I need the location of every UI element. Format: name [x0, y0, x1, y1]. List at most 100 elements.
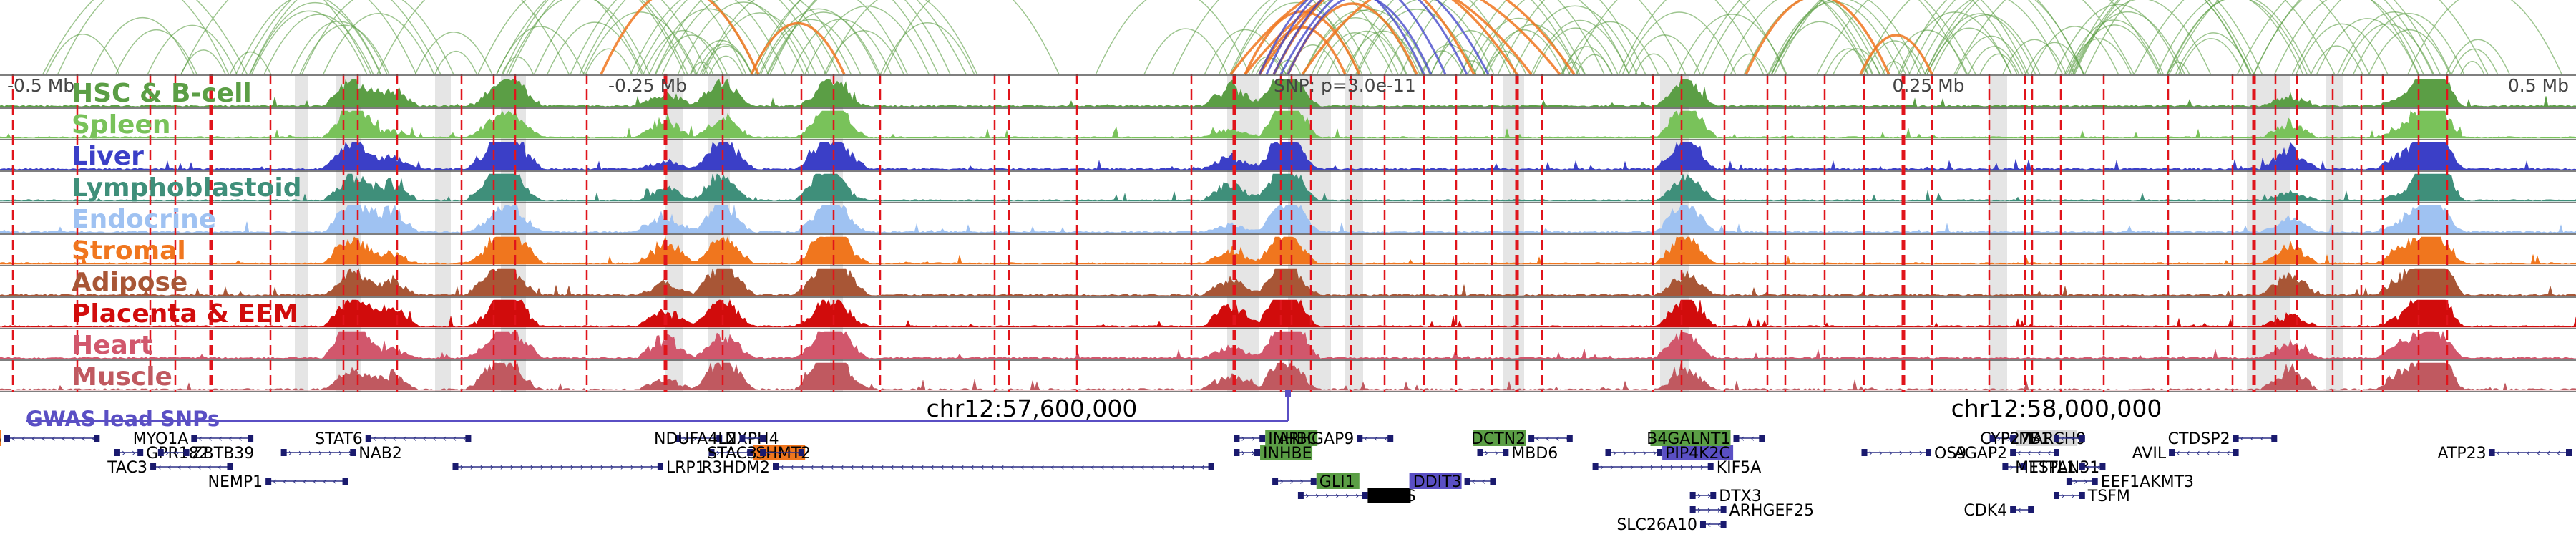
strand-arrow: › [1623, 448, 1627, 459]
strand-arrow: ‹ [1374, 433, 1378, 445]
strand-arrow: ‹ [62, 433, 66, 445]
strand-arrow: › [490, 462, 494, 473]
strand-arrow: › [175, 448, 180, 459]
interaction-arc [229, 52, 272, 75]
strand-arrow: ‹ [2527, 448, 2531, 459]
gene-exon [1733, 435, 1740, 442]
gene-exon [1707, 463, 1714, 470]
strand-arrow: ‹ [92, 433, 96, 445]
gene-b4galnt1: ‹ ‹ B4GALNT1 [1646, 430, 1765, 448]
interaction-arc [1229, 0, 1399, 75]
strand-arrow: › [1633, 448, 1637, 459]
interaction-arc [241, 0, 441, 75]
gene-kif5a: › › › › › › › › › › › KIF5A [1592, 459, 1762, 477]
strand-arrow: ‹ [2027, 448, 2031, 459]
strand-arrow: ‹ [920, 462, 924, 473]
track-8 [0, 330, 2576, 361]
strand-arrow: ‹ [2497, 448, 2501, 459]
strand-arrow: ‹ [1091, 462, 1095, 473]
strand-arrow: ‹ [1171, 462, 1175, 473]
interaction-arc [2446, 39, 2510, 75]
gene-highlight [1473, 430, 1526, 446]
strand-arrow: ‹ [208, 462, 212, 473]
gene-exon [1362, 492, 1368, 499]
strand-arrow: ‹ [1070, 462, 1075, 473]
interaction-arc [1771, 21, 1868, 75]
strand-arrow: ‹ [800, 462, 804, 473]
gene-exon [1926, 449, 1931, 456]
interaction-arcs [42, 0, 2562, 76]
strand-arrow: › [1707, 490, 1712, 502]
gene-ndufa4l2: ‹ ‹ NDUFA4L2 [654, 430, 766, 448]
strand-arrow: › [1325, 490, 1330, 502]
gene-exon [150, 463, 157, 470]
strand-arrow: ‹ [208, 433, 213, 445]
strand-arrow: › [1345, 490, 1350, 502]
gene-exon [1357, 435, 1363, 442]
gene-exon [760, 435, 766, 442]
interaction-arc [1924, 13, 2036, 75]
interaction-arc [1512, 5, 1638, 75]
strand-arrow: › [600, 462, 605, 473]
gene-ctdsp2: ‹‹‹‹CTDSP2 [2168, 430, 2278, 448]
strand-arrow: ‹ [1111, 462, 1115, 473]
gene-exon [2092, 478, 2098, 485]
gene-atp23: ‹ ‹ ‹ ‹ ‹ ‹ ‹ ATP23 [2438, 445, 2572, 463]
gene-exon [1310, 478, 1317, 485]
strand-arrow: ‹ [313, 476, 317, 488]
gene-exon [1689, 506, 1696, 513]
strand-arrow: ‹ [1020, 462, 1025, 473]
strand-arrow: › [1600, 462, 1604, 473]
gene-highlight [1662, 445, 1734, 460]
strand-arrow: ‹ [373, 433, 377, 445]
strand-arrow: › [716, 448, 721, 459]
gene-exon [716, 435, 723, 442]
interaction-arc [90, 17, 195, 75]
interaction-arc [1530, 20, 1630, 75]
interaction-arc [1702, 0, 1869, 75]
interaction-arc [180, 0, 372, 75]
gene-label: METTL1 [2015, 459, 2077, 477]
interaction-arc [677, 1, 810, 75]
strand-arrow: › [132, 448, 136, 459]
strand-arrow: › [1909, 448, 1913, 459]
track-labels: HSC & B-cellSpleenLiverLymphoblastoidEnd… [72, 79, 302, 392]
interaction-arc [769, 0, 951, 75]
gene-exon [2054, 492, 2059, 499]
gene-exon [2169, 449, 2175, 456]
strand-arrow: ‹ [218, 462, 222, 473]
strand-arrow: ‹ [403, 433, 407, 445]
interaction-arc [1773, 0, 1967, 75]
gene-mbd6: › › MBD6 [1477, 445, 1558, 463]
strand-arrow: ‹ [1161, 462, 1165, 473]
gene-highlight [1409, 473, 1462, 489]
interaction-arc [1562, 21, 1659, 75]
strand-arrow: ‹ [1060, 462, 1065, 473]
strand-arrow: ‹ [756, 433, 761, 445]
track-signal [0, 205, 2576, 233]
strand-arrow: ‹ [1010, 462, 1015, 473]
interaction-arc [248, 0, 417, 75]
gene-label: AGAP2 [1954, 445, 2007, 463]
interaction-arc [661, 0, 805, 75]
track-signal [0, 362, 2576, 391]
interaction-arc [2072, 0, 2251, 75]
interaction-arc [585, 48, 633, 75]
gene-exon [1490, 478, 1496, 485]
strand-arrow: ‹ [1201, 462, 1205, 473]
strand-arrow: ‹ [1040, 462, 1045, 473]
interaction-arc [1143, 28, 1228, 75]
interaction-arc [496, 0, 696, 75]
interaction-arc [1303, 17, 1407, 75]
interaction-arc [1316, 32, 1393, 75]
interaction-arc [1258, 0, 1518, 75]
interaction-arc [1430, 30, 1511, 75]
gene-exon [1464, 478, 1470, 485]
gene-label: KIF5A [1717, 459, 1762, 477]
interaction-arc [2310, 45, 2363, 75]
interaction-arc [1729, 53, 1769, 75]
gwas-snp-marker [1285, 390, 1291, 397]
gene-label: EEF1AKMT3 [2101, 473, 2194, 491]
strand-arrow: ‹ [2071, 433, 2075, 445]
gene-exon [1272, 478, 1279, 485]
